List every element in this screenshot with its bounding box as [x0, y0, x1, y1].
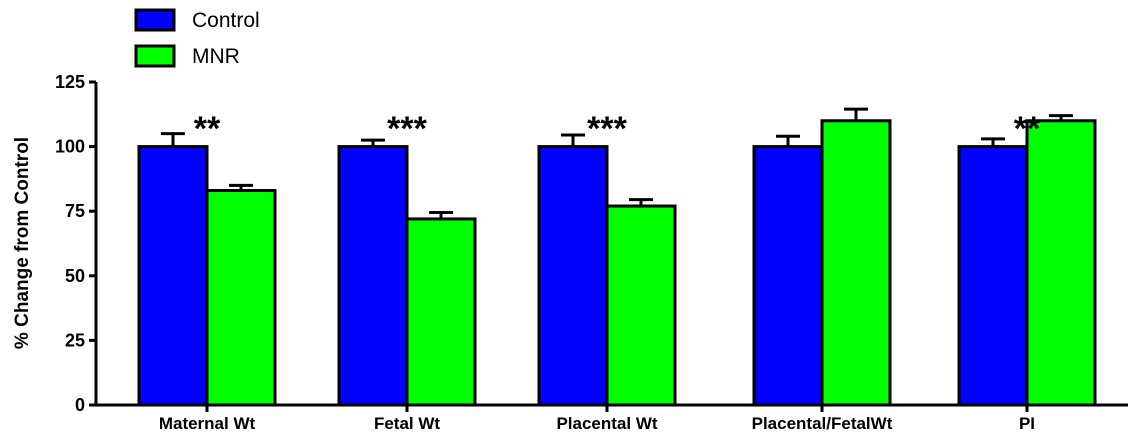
bar-control-3	[752, 145, 824, 407]
bars-group	[137, 107, 1097, 407]
x-tick-label-4: PI	[1019, 414, 1035, 433]
y-tick-label-0: 0	[75, 395, 85, 415]
y-tick-label-4: 100	[55, 137, 85, 157]
axes-group: 0 25 50 75 100 125 Maternal Wt Fetal Wt Placenta…	[55, 72, 1128, 433]
bar-mnr-4	[1025, 119, 1097, 407]
bar-mnr-1	[405, 217, 477, 407]
annotations-group: ** *** *** **	[194, 110, 1041, 148]
legend-label-control: Control	[192, 9, 260, 32]
bar-control-2	[537, 145, 609, 407]
x-tick-label-0: Maternal Wt	[159, 414, 256, 433]
legend-swatch-control	[134, 8, 176, 32]
legend-label-mnr: MNR	[192, 45, 240, 68]
significance-annotation-3: **	[1014, 110, 1041, 148]
y-tick-label-5: 125	[55, 72, 85, 92]
y-axis-label: % Change from Control	[12, 137, 33, 349]
x-tick-label-3: Placental/FetalWt	[752, 414, 893, 433]
bar-mnr-3	[820, 119, 892, 407]
y-tick-label-2: 50	[65, 266, 85, 286]
bar-control-1	[337, 145, 409, 407]
y-tick-label-1: 25	[65, 330, 85, 350]
legend-swatch-mnr	[134, 44, 176, 68]
bar-control-4	[957, 145, 1029, 407]
x-tick-label-1: Fetal Wt	[374, 414, 440, 433]
x-tick-label-2: Placental Wt	[556, 414, 657, 433]
legend: Control MNR	[134, 8, 260, 68]
significance-annotation-0: **	[194, 110, 221, 148]
significance-annotation-1: ***	[387, 110, 427, 148]
significance-annotation-2: ***	[587, 110, 627, 148]
bar-mnr-2	[605, 204, 677, 407]
y-tick-label-3: 75	[65, 201, 85, 221]
bar-control-0	[137, 145, 209, 407]
bar-mnr-0	[205, 189, 277, 407]
